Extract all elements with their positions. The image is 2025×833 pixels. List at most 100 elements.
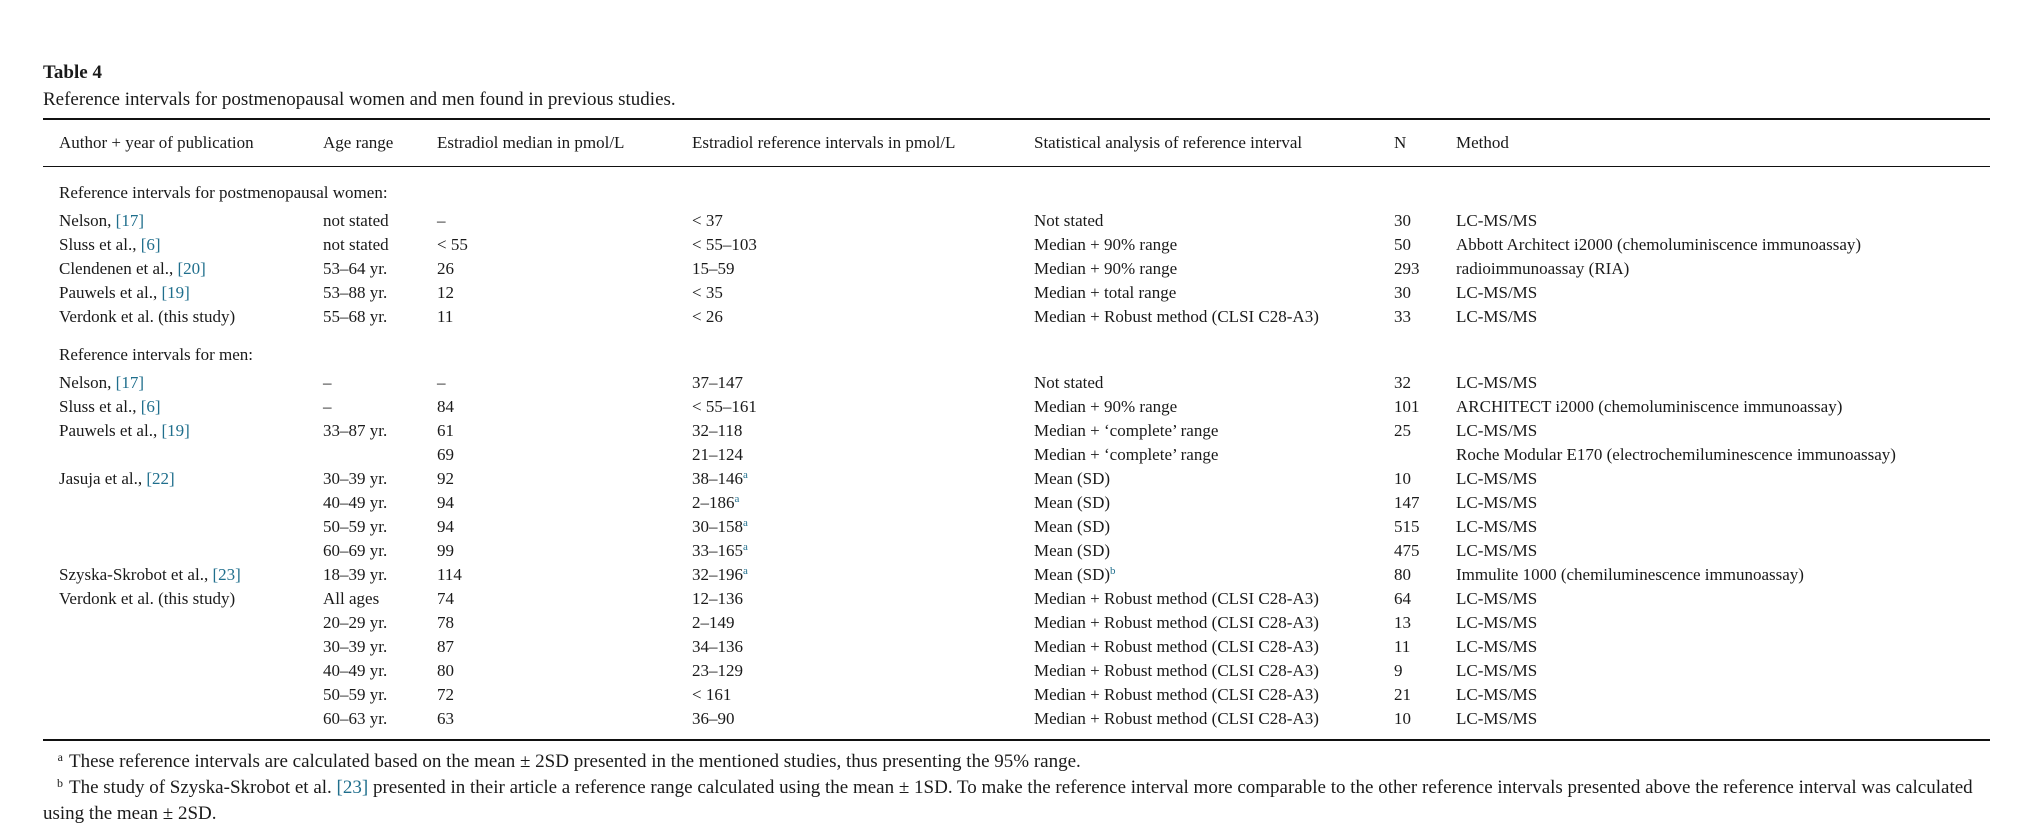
- footnote-marker[interactable]: a: [743, 469, 748, 481]
- interval-cell: < 37: [692, 209, 1034, 233]
- age-range-cell: 55–68 yr.: [323, 307, 388, 326]
- citation-link[interactable]: [23]: [212, 565, 241, 584]
- section-spacer: [43, 329, 1990, 339]
- analysis-value: Not stated: [1034, 211, 1104, 230]
- column-header: Statistical analysis of reference interv…: [1034, 133, 1303, 152]
- n-cell: 9: [1394, 661, 1403, 680]
- analysis-value: Median + total range: [1034, 283, 1177, 302]
- table-row: Sluss et al., [6] –84 < 55–161 Median + 90%…: [43, 395, 1990, 419]
- method-cell: Abbott Architect i2000 (chemoluminiscenc…: [1456, 235, 1862, 254]
- median-cell: 78: [437, 613, 454, 632]
- author-cell: [43, 635, 323, 659]
- n-cell: 475: [1394, 541, 1420, 560]
- age-range-cell: 53–64 yr.: [323, 259, 388, 278]
- interval-cell: 15–59: [692, 257, 1034, 281]
- median-cell: 87: [437, 637, 454, 656]
- analysis-cell: Median + ‘complete’ range: [1034, 443, 1394, 467]
- analysis-cell: Mean (SD): [1034, 467, 1394, 491]
- table-row: 69 21–124 Median + ‘complete’ range Roche M…: [43, 443, 1990, 467]
- citation-link[interactable]: [19]: [161, 283, 190, 302]
- interval-cell: < 26: [692, 305, 1034, 329]
- citation-link[interactable]: [22]: [146, 469, 175, 488]
- median-cell: 12: [437, 283, 454, 302]
- n-cell: 147: [1394, 493, 1420, 512]
- interval-value: 32–118: [692, 421, 743, 440]
- analysis-cell: Mean (SD): [1034, 515, 1394, 539]
- age-range-cell: –: [323, 373, 332, 392]
- median-cell: 74: [437, 589, 454, 608]
- section-title: Reference intervals for postmenopausal w…: [59, 183, 388, 202]
- table-row: 20–29 yr. 78 2–149 Median + Robust method (…: [43, 611, 1990, 635]
- analysis-cell: Median + 90% range: [1034, 395, 1394, 419]
- interval-cell: 30–158a: [692, 515, 1034, 539]
- citation-link[interactable]: [6]: [140, 397, 161, 416]
- analysis-value: Median + Robust method (CLSI C28-A3): [1034, 661, 1319, 680]
- bottom-rule: [43, 739, 1990, 741]
- method-cell: LC-MS/MS: [1456, 589, 1538, 608]
- interval-value: < 37: [692, 211, 723, 230]
- analysis-cell: Median + Robust method (CLSI C28-A3): [1034, 611, 1394, 635]
- analysis-value: Not stated: [1034, 373, 1104, 392]
- n-cell: 33: [1394, 307, 1411, 326]
- median-cell: 99: [437, 541, 454, 560]
- author-cell: Verdonk et al. (this study): [43, 305, 323, 329]
- analysis-value: Mean (SD): [1034, 541, 1111, 560]
- author-cell: Nelson, [17]: [43, 371, 323, 395]
- age-range-cell: [323, 443, 437, 467]
- author-cell: [43, 659, 323, 683]
- citation-link[interactable]: [19]: [161, 421, 190, 440]
- citation-link[interactable]: [17]: [115, 373, 144, 392]
- author-name: Sluss et al.,: [59, 235, 141, 254]
- interval-cell: 2–149: [692, 611, 1034, 635]
- age-range-cell: 60–69 yr.: [323, 541, 388, 560]
- footnote-marker[interactable]: a: [743, 517, 748, 529]
- citation-link[interactable]: [17]: [115, 211, 144, 230]
- table-row: 60–63 yr. 63 36–90 Median + Robust method (…: [43, 707, 1990, 731]
- footnote-marker[interactable]: a: [734, 493, 740, 505]
- column-header: Author + year of publication: [59, 133, 254, 152]
- table-row: Pauwels et al., [19] 53–88 yr. 12 < 35 Media…: [43, 281, 1990, 305]
- section-spacer: [43, 167, 1990, 177]
- header-rule: [43, 166, 1990, 167]
- footnote-marker[interactable]: a: [743, 541, 748, 553]
- footnote-marker[interactable]: b: [1110, 565, 1116, 577]
- n-cell: 21: [1394, 685, 1411, 704]
- section-heading-row: Reference intervals for men:: [43, 339, 1990, 371]
- n-cell: 293: [1394, 259, 1420, 278]
- age-range-cell: 18–39 yr.: [323, 565, 388, 584]
- interval-value: 12–136: [692, 589, 743, 608]
- interval-value: < 55–161: [692, 397, 757, 416]
- interval-value: 21–124: [692, 445, 743, 464]
- footnote-marker[interactable]: a: [743, 565, 748, 577]
- author-name: Pauwels et al.,: [59, 421, 162, 440]
- median-cell: –: [437, 373, 446, 392]
- age-range-cell: –: [323, 397, 332, 416]
- citation-link[interactable]: [6]: [140, 235, 161, 254]
- method-cell: Roche Modular E170 (electrochemiluminesc…: [1456, 445, 1896, 464]
- n-cell: 30: [1394, 211, 1411, 230]
- interval-cell: 34–136: [692, 635, 1034, 659]
- analysis-value: Mean (SD): [1034, 493, 1111, 512]
- author-cell: [43, 539, 323, 563]
- interval-cell: 33–165a: [692, 539, 1034, 563]
- interval-cell: < 55–161: [692, 395, 1034, 419]
- citation-link[interactable]: [23]: [336, 777, 369, 798]
- author-name: Pauwels et al.,: [59, 283, 162, 302]
- author-name: Nelson,: [59, 211, 116, 230]
- interval-value: 15–59: [692, 259, 735, 278]
- column-header: Estradiol median in pmol/L: [437, 133, 625, 152]
- author-cell: [43, 683, 323, 707]
- interval-value: 2–186: [692, 493, 735, 512]
- analysis-value: Median + 90% range: [1034, 235, 1178, 254]
- method-cell: LC-MS/MS: [1456, 283, 1538, 302]
- author-cell: [43, 491, 323, 515]
- table-row: Verdonk et al. (this study) All ages 74 12–…: [43, 587, 1990, 611]
- citation-link[interactable]: [20]: [177, 259, 206, 278]
- interval-value: < 55–103: [692, 235, 757, 254]
- analysis-cell: Median + Robust method (CLSI C28-A3): [1034, 683, 1394, 707]
- method-cell: LC-MS/MS: [1456, 469, 1538, 488]
- n-cell: 101: [1394, 397, 1420, 416]
- analysis-value: Median + Robust method (CLSI C28-A3): [1034, 637, 1319, 656]
- table-label: Table 4: [43, 62, 102, 83]
- method-cell: LC-MS/MS: [1456, 709, 1538, 728]
